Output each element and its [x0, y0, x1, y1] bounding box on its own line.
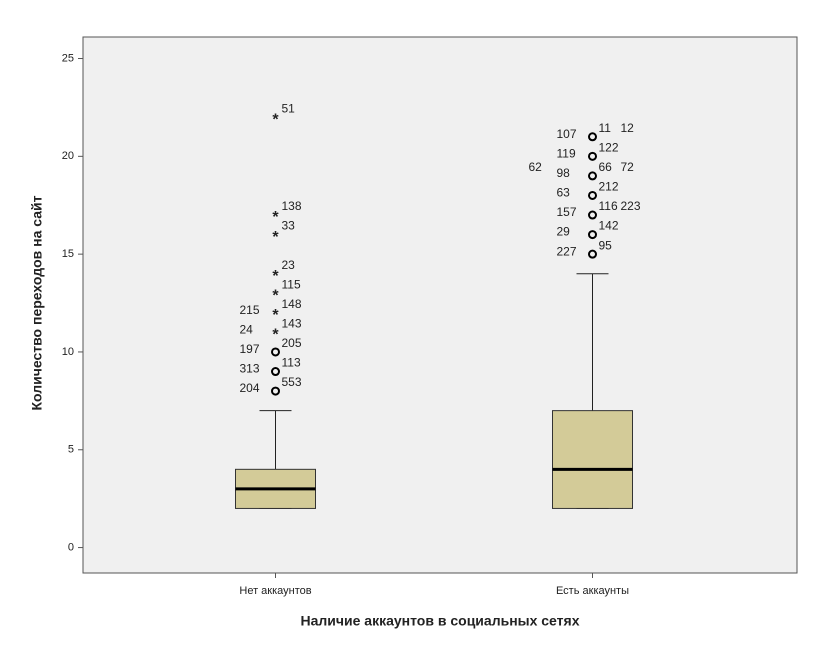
outlier-circle: [588, 132, 597, 142]
outlier-label: 24: [240, 323, 254, 337]
outlier-circle: [588, 230, 597, 240]
y-axis-title: Количество переходов на сайт: [29, 195, 45, 410]
outlier-label: 227: [557, 244, 577, 258]
y-tick-label: 25: [62, 52, 74, 64]
outlier-label: 23: [282, 258, 296, 272]
outlier-label: 115: [282, 277, 301, 291]
outlier-label: 33: [282, 219, 296, 233]
x-tick-label: Есть аккаунты: [556, 585, 629, 597]
x-tick-label: Нет аккаунтов: [239, 585, 311, 597]
outlier-label: 148: [282, 297, 302, 311]
outlier-star: *: [272, 287, 279, 304]
outlier-label: 62: [529, 160, 543, 174]
outlier-label: 205: [282, 336, 302, 350]
box: [552, 410, 633, 509]
y-tick-label: 15: [62, 248, 74, 260]
outlier-label: 197: [240, 342, 260, 356]
outlier-label: 212: [599, 180, 619, 194]
outlier-circle: [588, 171, 597, 181]
outlier-label: 215: [240, 303, 260, 317]
outlier-label: 107: [557, 127, 577, 141]
outlier-star: *: [272, 268, 279, 285]
outlier-circle: [271, 367, 280, 377]
outlier-circle: [588, 249, 597, 259]
outlier-star: *: [272, 209, 279, 226]
outlier-label: 113: [282, 356, 301, 370]
outlier-label: 29: [557, 225, 571, 239]
outlier-circle: [588, 190, 597, 200]
outlier-label: 553: [282, 375, 302, 389]
outlier-label: 142: [599, 219, 619, 233]
outlier-label: 63: [557, 186, 571, 200]
outlier-label: 72: [621, 160, 635, 174]
outlier-circle: [271, 386, 280, 396]
outlier-label: 95: [599, 238, 613, 252]
outlier-label: 51: [282, 101, 296, 115]
outlier-label: 66: [599, 160, 613, 174]
outlier-star: *: [272, 327, 279, 344]
outlier-label: 313: [240, 362, 260, 376]
outlier-circle: [588, 210, 597, 220]
outlier-label: 223: [621, 199, 641, 213]
outlier-label: 157: [557, 205, 577, 219]
outlier-label: 12: [621, 121, 635, 135]
outlier-label: 119: [557, 147, 576, 161]
outlier-label: 143: [282, 317, 302, 331]
outlier-circle: [588, 151, 597, 161]
outlier-star: *: [272, 111, 279, 128]
y-tick-label: 0: [68, 541, 74, 553]
outlier-label: 138: [282, 199, 302, 213]
outlier-label: 11: [599, 121, 612, 135]
plot-area: [82, 36, 798, 574]
outlier-label: 122: [599, 141, 619, 155]
outlier-star: *: [272, 229, 279, 246]
outlier-label: 98: [557, 166, 571, 180]
y-tick-label: 10: [62, 346, 74, 358]
y-tick-label: 5: [68, 444, 74, 456]
outlier-star: *: [272, 307, 279, 324]
outlier-label: 204: [240, 381, 260, 395]
x-axis-title: Наличие аккаунтов в социальных сетях: [301, 613, 580, 629]
y-tick-label: 20: [62, 150, 74, 162]
outlier-circle: [271, 347, 280, 357]
outlier-label: 116: [599, 199, 618, 213]
